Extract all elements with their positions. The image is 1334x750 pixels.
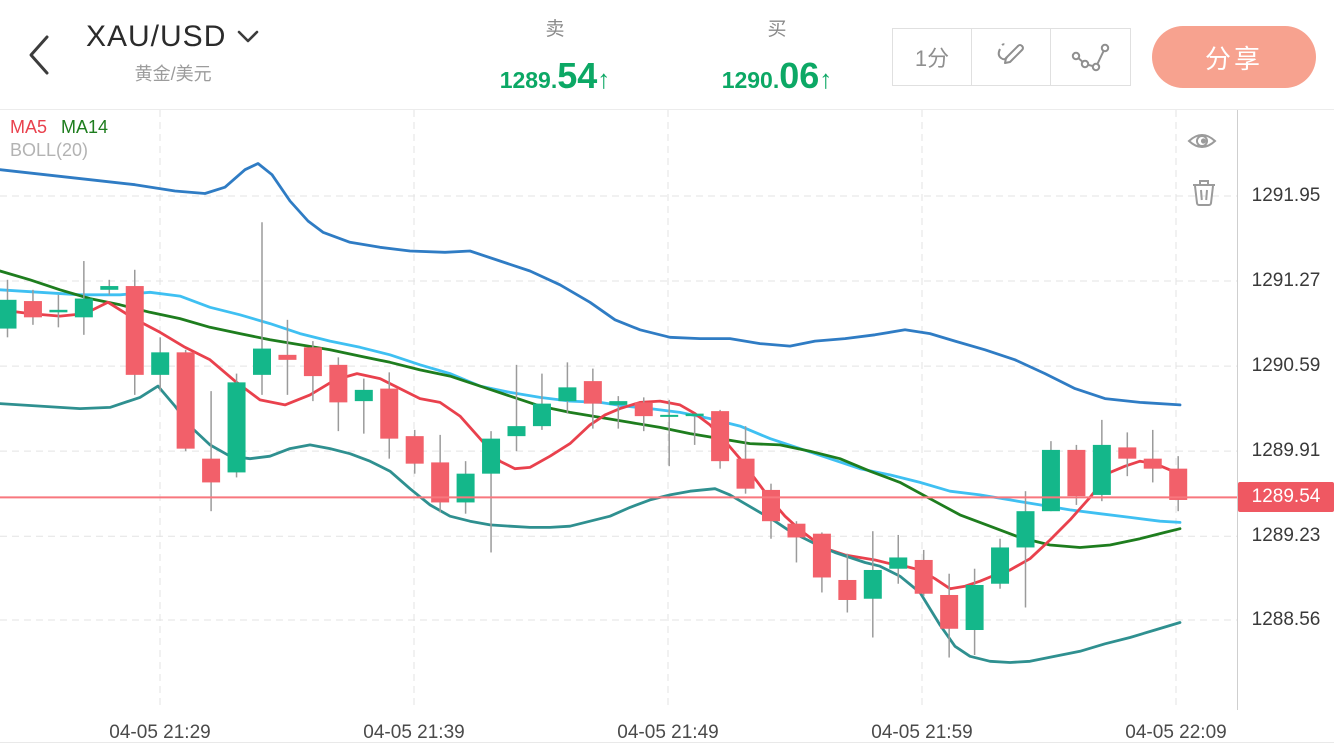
candle-body-down — [23, 301, 42, 318]
candles — [0, 222, 1188, 658]
legend-ma14: MA14 — [61, 117, 109, 137]
time-axis[interactable]: 04-05 21:29 04-05 21:39 04-05 21:49 04-05 2… — [0, 710, 1237, 750]
y-axis-label: 1288.56 — [1251, 609, 1321, 630]
symbol-subtitle: 黄金/美元 — [134, 64, 212, 84]
candle-body-up — [1092, 444, 1111, 495]
candle-body-up — [609, 401, 628, 405]
candle-body-up — [49, 309, 68, 313]
x-axis-label: 04-05 22:09 — [1125, 722, 1227, 743]
candle-body-down — [1143, 458, 1162, 469]
candle-body-up — [100, 286, 119, 290]
symbol-selector[interactable]: XAU/USD 黄金/美元 — [86, 20, 260, 86]
draw-tool-button[interactable] — [972, 29, 1051, 85]
series-boll-upper — [0, 162, 1182, 407]
buy-label: 买 — [767, 19, 787, 40]
candle-body-up — [1016, 511, 1035, 548]
candle-body-down — [1169, 468, 1188, 500]
sell-price: 1289.54↑ — [499, 55, 611, 96]
interval-button[interactable]: 1分 — [893, 29, 972, 85]
candle-body-up — [253, 348, 271, 375]
chart-toolbar: 1分 — [892, 28, 1131, 86]
candle-body-down — [405, 436, 424, 464]
x-axis-label: 04-05 21:39 — [363, 722, 465, 743]
trash-icon — [1193, 180, 1215, 206]
candle-body-up — [74, 298, 93, 318]
buy-price: 1290.06↑ — [721, 55, 833, 96]
candle-body-down — [431, 462, 450, 503]
candle-body-down — [736, 458, 755, 489]
candle-body-up — [532, 403, 551, 427]
trend-polyline-icon — [1071, 43, 1109, 72]
candle-body-down — [202, 458, 221, 483]
candle-body-up — [456, 473, 475, 503]
x-axis-label: 04-05 21:49 — [617, 722, 719, 743]
eye-icon — [1187, 134, 1217, 148]
pencil-draw-icon — [997, 43, 1024, 64]
candle-body-up — [354, 389, 373, 402]
sell-label: 卖 — [545, 19, 565, 40]
candle-body-down — [762, 489, 780, 522]
indicator-legend: MA5 MA14 BOLL(20) — [10, 116, 122, 162]
line-chart-tool-button[interactable] — [1051, 29, 1130, 85]
candle-body-down — [1067, 449, 1086, 497]
candle-body-down — [914, 559, 933, 594]
back-chevron-icon — [29, 35, 49, 74]
candle-body-down — [583, 381, 602, 404]
candle-body-down — [940, 594, 959, 629]
candle-body-up — [685, 413, 704, 417]
sell-quote[interactable]: 卖 1289.54↑ — [470, 14, 640, 97]
candle-body-up — [991, 547, 1010, 584]
current-price-tag: 1289.54 — [1238, 482, 1334, 513]
y-axis-label: 1290.59 — [1251, 355, 1321, 377]
y-axis-label: 1291.27 — [1251, 270, 1321, 292]
toggle-visibility-button[interactable] — [1186, 128, 1218, 156]
header: XAU/USD 黄金/美元 卖 1289.54↑ 买 1290.06↑ 1分 — [0, 0, 1334, 110]
symbol-title: XAU/USD — [86, 20, 227, 53]
chart-area: MA5 MA14 BOLL(20) 1291.95 1291.27 1290.59 12… — [0, 110, 1334, 750]
candle-body-down — [125, 286, 144, 375]
candle-body-up — [889, 557, 908, 569]
candle-body-up — [482, 438, 501, 474]
gridlines — [0, 110, 1237, 710]
share-button[interactable]: 分享 — [1152, 26, 1316, 88]
candlestick-chart[interactable] — [0, 110, 1237, 710]
clear-drawings-button[interactable] — [1188, 178, 1220, 206]
legend-boll: BOLL(20) — [10, 140, 89, 160]
legend-ma5: MA5 — [10, 117, 48, 137]
candle-body-down — [838, 579, 857, 600]
candle-body-down — [1118, 447, 1137, 459]
candle-body-down — [278, 354, 297, 360]
candle-body-down — [634, 402, 653, 417]
candle-body-up — [965, 584, 984, 631]
candle-body-down — [812, 533, 831, 578]
bottom-divider — [0, 742, 1334, 743]
sell-up-arrow-icon: ↑ — [597, 64, 611, 94]
x-axis-label: 04-05 21:59 — [871, 722, 973, 743]
x-axis-label: 04-05 21:29 — [109, 722, 211, 743]
candle-body-down — [380, 388, 399, 439]
candle-body-down — [787, 523, 806, 538]
candle-body-up — [227, 382, 246, 473]
candle-body-up — [660, 414, 679, 417]
candle-body-down — [711, 411, 730, 462]
back-button[interactable] — [18, 30, 62, 82]
buy-quote[interactable]: 买 1290.06↑ — [692, 14, 862, 97]
chevron-down-icon — [238, 30, 259, 43]
buy-up-arrow-icon: ↑ — [819, 64, 833, 94]
candle-body-up — [558, 387, 577, 402]
y-axis-label: 1291.95 — [1251, 185, 1321, 206]
candle-body-up — [0, 299, 17, 329]
candle-body-down — [303, 347, 322, 377]
candle-body-up — [151, 352, 170, 375]
y-axis-label: 1289.91 — [1251, 440, 1321, 462]
y-axis-label: 1289.23 — [1251, 525, 1321, 547]
candle-body-down — [329, 364, 348, 403]
price-axis[interactable]: 1291.95 1291.27 1290.59 1289.91 1289.23 1288.… — [1237, 110, 1334, 710]
candle-body-down — [176, 352, 195, 449]
candle-body-up — [863, 569, 882, 599]
candle-body-up — [507, 426, 526, 437]
candle-body-up — [1041, 449, 1060, 512]
